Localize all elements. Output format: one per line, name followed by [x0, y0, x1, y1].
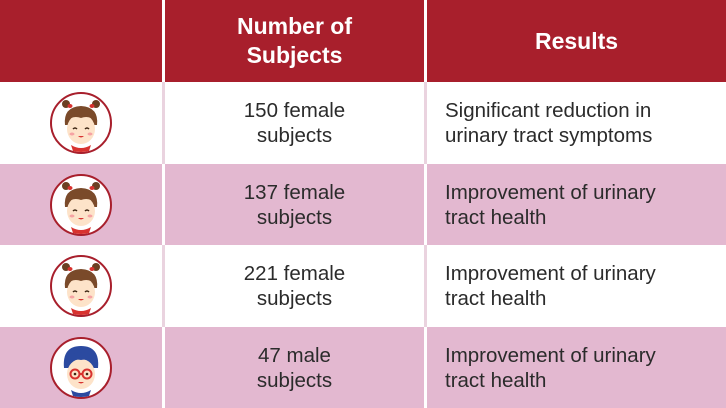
header-avatar-cell [0, 0, 162, 82]
table-row-result: Improvement of urinary tract health [424, 327, 726, 408]
boy-avatar-icon [50, 336, 112, 399]
girl-avatar-icon [50, 255, 112, 317]
table-row-subjects: 150 female subjects [162, 82, 424, 164]
girl-avatar-icon [50, 173, 112, 236]
table-row-avatar [0, 327, 162, 408]
table-row-subjects: 137 female subjects [162, 164, 424, 245]
girl-avatar-icon [50, 92, 112, 154]
table-row-result: Significant reduction in urinary tract s… [424, 82, 726, 164]
header-subjects: Number of Subjects [162, 0, 424, 82]
table-row-avatar [0, 245, 162, 327]
header-results: Results [424, 0, 726, 82]
table-row-avatar [0, 164, 162, 245]
table-row-subjects: 47 male subjects [162, 327, 424, 408]
table-row-result: Improvement of urinary tract health [424, 164, 726, 245]
table-row-subjects: 221 female subjects [162, 245, 424, 327]
table-row-avatar [0, 82, 162, 164]
table-row-result: Improvement of urinary tract health [424, 245, 726, 327]
